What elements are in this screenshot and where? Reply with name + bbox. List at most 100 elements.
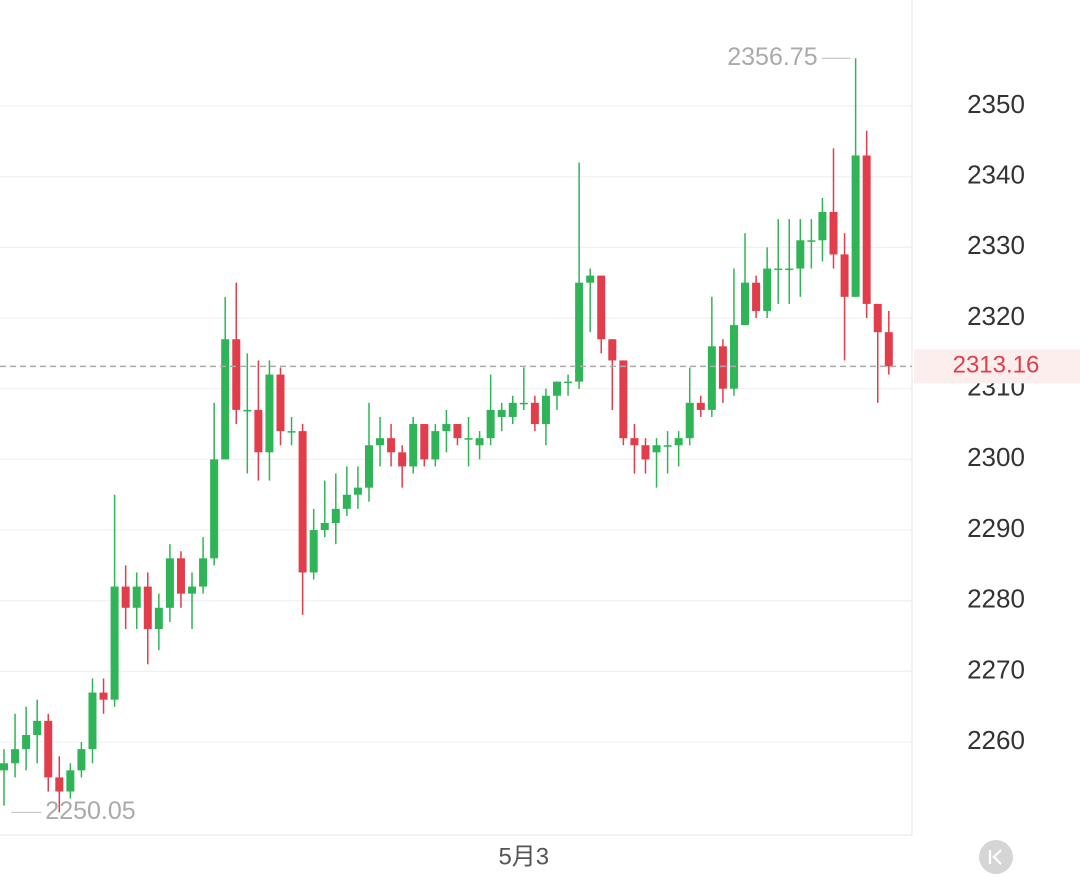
max-label: 2356.75 [727, 43, 817, 71]
candle-body [497, 409, 506, 417]
candle-body [210, 459, 219, 559]
candle-body [387, 438, 396, 453]
candle-body [309, 530, 318, 573]
candle-body [508, 402, 517, 417]
candle-body [88, 692, 97, 750]
candle-body [553, 381, 561, 396]
candle-body [696, 402, 705, 410]
candle-body [276, 374, 285, 432]
candle-body [11, 749, 20, 764]
candle-body [176, 558, 185, 594]
candle-body [121, 586, 130, 608]
candle-body [807, 240, 816, 242]
candle-body [44, 720, 53, 778]
candle-body [685, 402, 694, 439]
candle-body [55, 777, 64, 792]
candle-body [33, 720, 42, 735]
candle-body [199, 558, 208, 587]
candle-body [420, 424, 429, 460]
candle-body [132, 586, 141, 608]
candle-body [586, 275, 595, 283]
candle-body [663, 445, 672, 447]
button-circle[interactable] [979, 840, 1013, 874]
y-tick-label: 2340 [967, 160, 1025, 190]
candle-body [232, 339, 241, 410]
candle-body [884, 332, 893, 367]
y-tick-label: 2320 [967, 301, 1025, 331]
candle-body [0, 763, 8, 771]
candle-body [99, 692, 108, 700]
candle-body [851, 155, 860, 297]
y-tick-label: 2260 [967, 725, 1025, 755]
y-tick-label: 2330 [967, 230, 1025, 260]
y-tick-label: 2290 [967, 513, 1025, 543]
candle-body [763, 268, 772, 311]
x-tick-label: 5月3 [498, 843, 549, 870]
candle-body [752, 282, 761, 311]
candle-body [608, 339, 617, 361]
reset-button[interactable] [979, 840, 1013, 874]
candle-body [464, 438, 473, 440]
candle-body [729, 325, 738, 389]
candle-body [110, 586, 119, 700]
candle-body [818, 212, 827, 241]
candle-body [840, 254, 849, 297]
last-price-label: 2313.16 [953, 352, 1040, 379]
y-tick-label: 2270 [967, 654, 1025, 684]
candle-body [453, 424, 462, 439]
candle-body [796, 240, 805, 269]
candle-body [165, 558, 174, 608]
candle-body [873, 303, 882, 333]
candle-body [829, 212, 838, 255]
candle-body [630, 438, 639, 446]
y-tick-label: 2300 [967, 442, 1025, 472]
candle-body [530, 402, 539, 425]
candle-body [154, 607, 163, 629]
candle-body [342, 494, 351, 509]
candle-body [188, 586, 197, 594]
y-tick-label: 2280 [967, 584, 1025, 614]
candle-body [353, 487, 362, 495]
candle-body [619, 360, 628, 439]
candle-body [221, 339, 230, 460]
candle-body [298, 431, 307, 573]
candle-body [564, 381, 573, 384]
candle-body [320, 522, 329, 531]
button-icon[interactable] [988, 849, 1002, 865]
candle-body [774, 268, 783, 271]
last-price-box [914, 349, 1080, 384]
candle-body [398, 452, 407, 467]
candle-body [475, 438, 484, 446]
candle-body [442, 424, 451, 432]
candle-body [77, 749, 86, 771]
candle-body [22, 734, 31, 750]
candle-body [674, 438, 683, 446]
candle-body [707, 346, 716, 410]
candle-body [431, 431, 440, 460]
candle-body [265, 374, 274, 453]
candle-body [287, 431, 296, 433]
candle-body [376, 438, 385, 446]
candle-body [243, 409, 252, 412]
candle-body [541, 395, 550, 425]
candle-body [575, 282, 584, 382]
candle-body [519, 402, 528, 405]
candle-body [364, 445, 373, 488]
candle-body [486, 409, 495, 439]
candle-body [597, 275, 606, 340]
candle-body [718, 346, 727, 389]
candle-body [331, 508, 340, 523]
candle-body [862, 155, 871, 304]
y-tick-label: 2350 [967, 89, 1025, 119]
min-label: 2250.05 [45, 797, 135, 825]
candle-body [409, 424, 418, 467]
candle-body [66, 770, 75, 792]
candle-body [785, 268, 794, 271]
candle-body [143, 586, 152, 629]
candle-body [652, 445, 661, 453]
candle-body [641, 445, 650, 460]
candle-body [741, 282, 750, 326]
candle-body [254, 409, 263, 453]
